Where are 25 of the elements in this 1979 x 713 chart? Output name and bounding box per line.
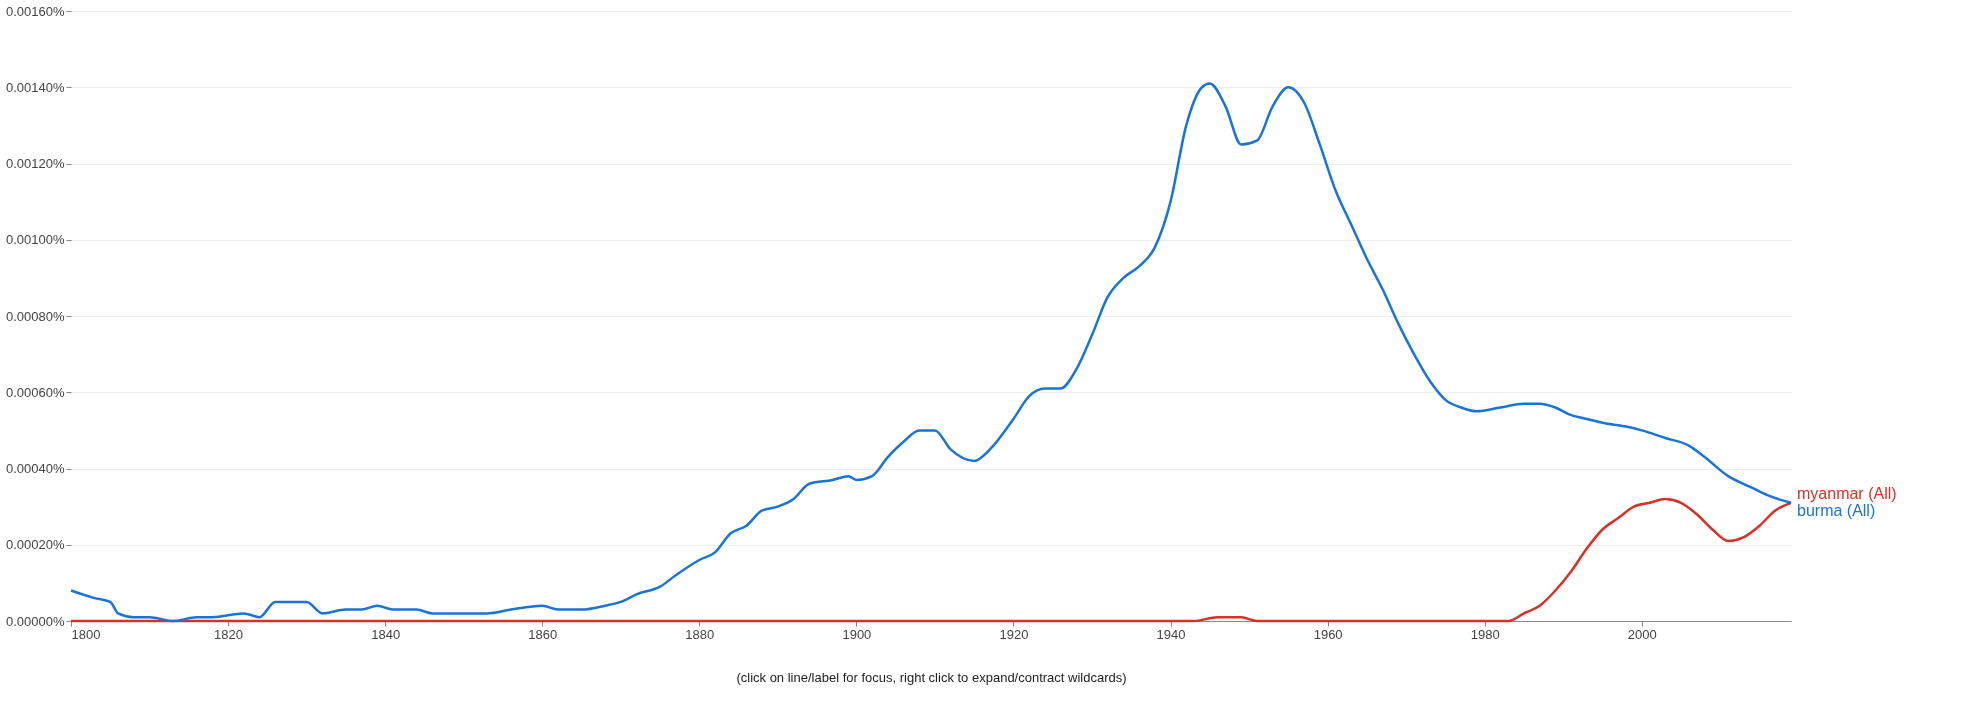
y-tick-label: 0.00100% [5,232,65,248]
x-tick-label: 1800 [71,626,101,642]
series-label: burma (All) [1797,502,1876,520]
x-tick-label: 1860 [528,626,558,642]
x-tick-label: 1980 [1470,626,1500,642]
line-series [69,497,1793,623]
y-tick-label: 0.00140% [5,79,65,95]
y-tick-label: 0.00020% [5,537,65,553]
x-axis-title: (click on line/label for focus, right click to expand/contract wildcards) [736,669,1127,685]
x-tick-label: 2000 [1627,626,1657,642]
y-tick-label: 0.00000% [5,613,65,629]
x-tick-label: 1900 [842,626,872,642]
x-tick-label: 1940 [1156,626,1186,642]
y-tick-label: 0.00040% [5,461,65,476]
x-tick-label: 1820 [214,626,244,642]
x-tick-label: 1880 [685,626,715,642]
x-tick-label: 1920 [999,626,1029,642]
x-tick-label: 1960 [1313,626,1343,642]
x-tick-label: 1840 [371,626,401,642]
series-label: myanmar (All) [1797,485,1897,503]
y-tick-label: 0.00120% [5,156,65,171]
y-tick-label: 0.00060% [5,384,65,400]
y-tick-label: 0.00160% [5,3,65,19]
y-tick-label: 0.00080% [5,308,65,324]
line-series [69,82,1793,623]
